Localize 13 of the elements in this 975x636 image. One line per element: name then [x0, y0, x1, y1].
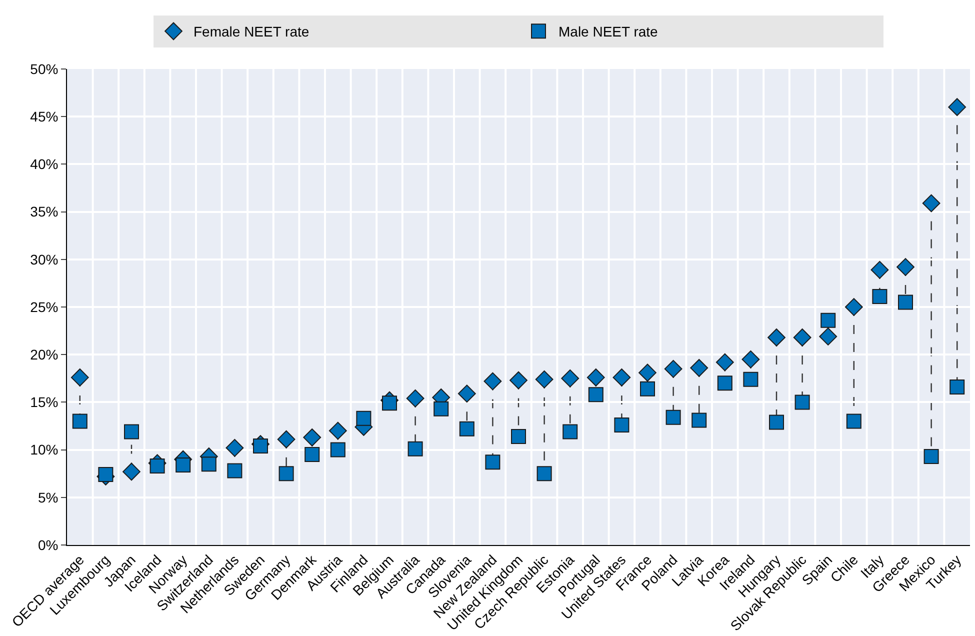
y-tick-label: 45% [30, 108, 58, 124]
y-tick-label: 35% [30, 204, 58, 220]
y-tick-label: 50% [30, 60, 58, 77]
y-tick-label: 20% [30, 346, 58, 362]
y-tick-label: 5% [38, 489, 58, 506]
y-tick-label: 30% [30, 251, 58, 268]
y-tick-label: 15% [30, 394, 58, 410]
y-tick-label: 25% [30, 298, 58, 315]
y-tick-label: 10% [30, 442, 58, 458]
legend-label: Female NEET rate [194, 24, 310, 40]
y-tick-label: 40% [30, 156, 58, 172]
y-tick-label: 0% [38, 536, 58, 553]
legend-label: Male NEET rate [558, 24, 658, 40]
